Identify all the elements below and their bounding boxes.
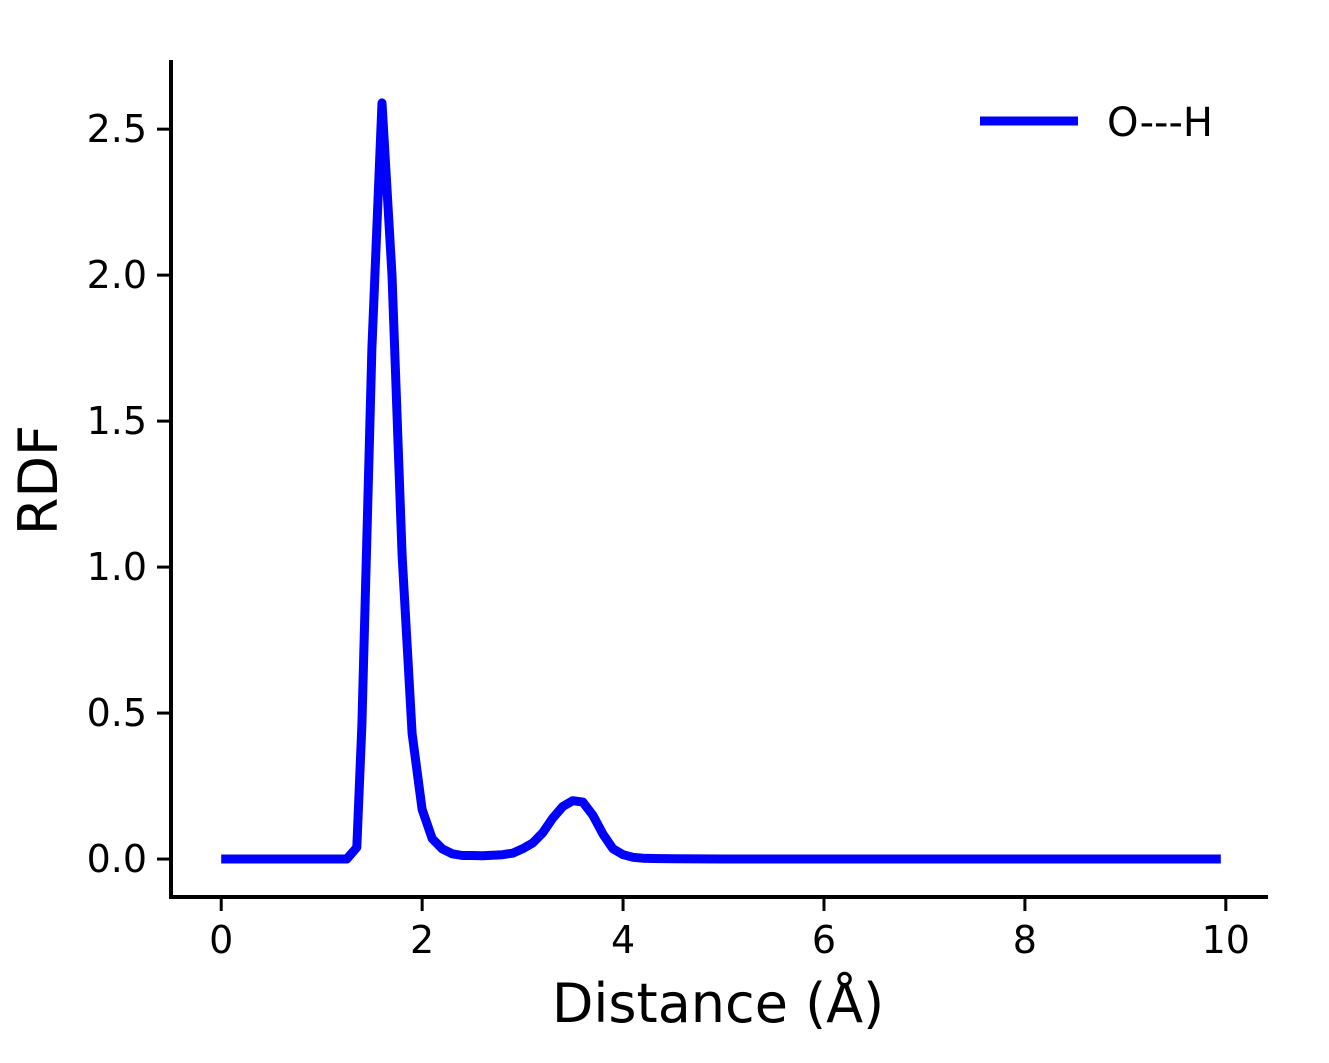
y-tick-label: 2.5	[87, 107, 147, 151]
ticks: 0 2 4 6 8 10 0.0 0.5 1.0 1.5 2.0 2.5	[87, 107, 1250, 962]
x-tick-label: 0	[209, 918, 233, 962]
axes	[169, 60, 1268, 899]
legend: O---H	[980, 100, 1213, 146]
y-tick-label: 0.0	[87, 837, 147, 881]
series-line-oh	[221, 98, 1221, 864]
y-tick-label: 0.5	[87, 691, 147, 735]
series-layer	[221, 98, 1221, 864]
x-tick-label: 2	[410, 918, 434, 962]
x-tick-label: 8	[1013, 918, 1037, 962]
y-axis-title: RDF	[7, 425, 70, 535]
y-tick-label: 1.5	[87, 399, 147, 443]
x-axis-title: Distance (Å)	[552, 971, 884, 1035]
x-tick-label: 6	[812, 918, 836, 962]
legend-label-oh: O---H	[1107, 100, 1213, 146]
y-tick-label: 2.0	[87, 253, 147, 297]
x-tick-label: 4	[611, 918, 635, 962]
x-tick-label: 10	[1202, 918, 1250, 962]
y-tick-label: 1.0	[87, 545, 147, 589]
